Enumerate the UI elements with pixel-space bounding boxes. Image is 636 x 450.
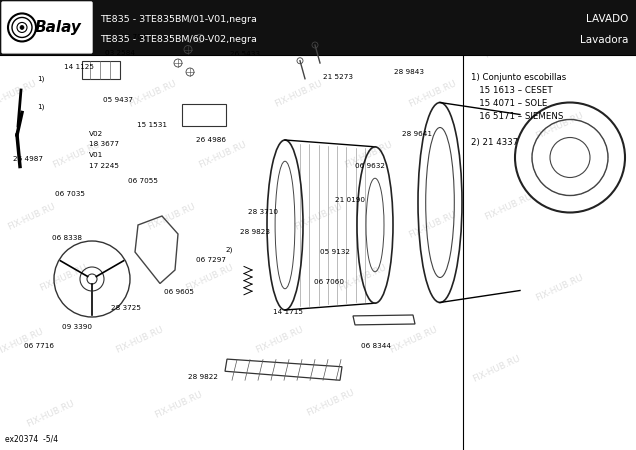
Text: FIX-HUB.RU: FIX-HUB.RU: [324, 18, 375, 47]
Text: TE835 - 3TE835BM/60-V02,negra: TE835 - 3TE835BM/60-V02,negra: [100, 35, 257, 44]
Text: 03 2584: 03 2584: [105, 50, 135, 56]
Text: FIX-HUB.RU: FIX-HUB.RU: [483, 30, 534, 60]
Text: 21 0190: 21 0190: [335, 197, 365, 203]
Text: 28 9823: 28 9823: [240, 229, 270, 235]
Text: LAVADO: LAVADO: [586, 14, 628, 24]
Text: FIX-HUB.RU: FIX-HUB.RU: [471, 354, 522, 384]
Text: 09 3390: 09 3390: [62, 324, 92, 330]
Text: 06 7716: 06 7716: [24, 342, 53, 349]
Text: FIX-HUB.RU: FIX-HUB.RU: [153, 390, 204, 420]
Text: FIX-HUB.RU: FIX-HUB.RU: [407, 210, 458, 240]
Text: FIX-HUB.RU: FIX-HUB.RU: [337, 263, 388, 293]
Text: FIX-HUB.RU: FIX-HUB.RU: [273, 79, 324, 108]
Text: FIX-HUB.RU: FIX-HUB.RU: [38, 263, 89, 293]
Text: FIX-HUB.RU: FIX-HUB.RU: [6, 202, 57, 232]
Text: 2) 21 4337: 2) 21 4337: [471, 138, 518, 147]
Text: ex20374  -5/4: ex20374 -5/4: [5, 435, 58, 444]
Bar: [82, 61, 120, 79]
Text: 06 8344: 06 8344: [361, 342, 391, 349]
Text: V02: V02: [89, 131, 103, 137]
Text: 28 3725: 28 3725: [111, 305, 141, 311]
Text: 26 4987: 26 4987: [13, 156, 43, 162]
Text: Balay: Balay: [34, 20, 81, 35]
FancyBboxPatch shape: [2, 2, 92, 53]
Text: FIX-HUB.RU: FIX-HUB.RU: [254, 325, 305, 355]
Text: 14 1125: 14 1125: [64, 64, 93, 70]
Text: FIX-HUB.RU: FIX-HUB.RU: [197, 140, 248, 170]
Text: FIX-HUB.RU: FIX-HUB.RU: [51, 140, 102, 170]
Text: TE835 - 3TE835BM/01-V01,negra: TE835 - 3TE835BM/01-V01,negra: [100, 15, 257, 24]
Text: FIX-HUB.RU: FIX-HUB.RU: [178, 18, 229, 47]
Text: 1): 1): [37, 104, 45, 110]
Text: 28 9843: 28 9843: [394, 69, 424, 75]
Text: 06 7035: 06 7035: [55, 190, 85, 197]
Text: 1) Conjunto escobillas: 1) Conjunto escobillas: [471, 73, 566, 82]
Text: FIX-HUB.RU: FIX-HUB.RU: [305, 388, 356, 418]
Text: 06 9632: 06 9632: [355, 162, 385, 169]
Text: 06 7060: 06 7060: [314, 279, 344, 285]
Text: 28 3710: 28 3710: [248, 209, 278, 216]
Text: FIX-HUB.RU: FIX-HUB.RU: [0, 79, 38, 108]
Bar: [182, 104, 226, 126]
Text: 06 8338: 06 8338: [52, 234, 82, 241]
Text: FIX-HUB.RU: FIX-HUB.RU: [388, 325, 439, 355]
Text: FIX-HUB.RU: FIX-HUB.RU: [184, 263, 235, 293]
Text: FIX-HUB.RU: FIX-HUB.RU: [146, 202, 197, 232]
Text: FIX-HUB.RU: FIX-HUB.RU: [534, 111, 585, 141]
Text: 14 1715: 14 1715: [273, 309, 303, 315]
Text: 28 9822: 28 9822: [188, 374, 218, 380]
Text: 26 5433: 26 5433: [230, 51, 260, 57]
Text: FIX-HUB.RU: FIX-HUB.RU: [534, 273, 585, 303]
Text: 06 9605: 06 9605: [164, 288, 194, 295]
Bar: [0, 0, 636, 55]
Text: FIX-HUB.RU: FIX-HUB.RU: [343, 140, 394, 170]
Text: 18 3677: 18 3677: [89, 141, 119, 148]
Text: 1): 1): [37, 75, 45, 81]
Text: FIX-HUB.RU: FIX-HUB.RU: [32, 18, 83, 47]
Text: Lavadora: Lavadora: [579, 35, 628, 45]
Text: 28 9641: 28 9641: [402, 131, 432, 137]
Text: 26 4986: 26 4986: [196, 136, 226, 143]
Text: FIX-HUB.RU: FIX-HUB.RU: [483, 192, 534, 222]
Text: 15 1531: 15 1531: [137, 122, 167, 128]
Text: FIX-HUB.RU: FIX-HUB.RU: [114, 325, 165, 355]
Text: 16 5171 – SIEMENS: 16 5171 – SIEMENS: [471, 112, 563, 121]
Text: 06 7055: 06 7055: [128, 178, 158, 184]
Text: FIX-HUB.RU: FIX-HUB.RU: [127, 79, 178, 108]
Text: 17 2245: 17 2245: [89, 162, 119, 169]
Text: 06 7297: 06 7297: [196, 257, 226, 263]
Circle shape: [20, 26, 24, 29]
Text: FIX-HUB.RU: FIX-HUB.RU: [407, 79, 458, 108]
Text: 21 5273: 21 5273: [323, 74, 353, 80]
Text: 06 7042: 06 7042: [121, 34, 151, 40]
Text: 15 1613 – CESET: 15 1613 – CESET: [471, 86, 553, 95]
Text: FIX-HUB.RU: FIX-HUB.RU: [0, 327, 45, 357]
Text: 05 9132: 05 9132: [320, 249, 350, 255]
Text: V01: V01: [89, 152, 103, 158]
Text: 15 4071 – SOLE: 15 4071 – SOLE: [471, 99, 548, 108]
Text: FIX-HUB.RU: FIX-HUB.RU: [25, 399, 76, 429]
Text: FIX-HUB.RU: FIX-HUB.RU: [293, 202, 343, 232]
Text: 2): 2): [226, 247, 233, 253]
Text: 05 9437: 05 9437: [103, 97, 133, 103]
